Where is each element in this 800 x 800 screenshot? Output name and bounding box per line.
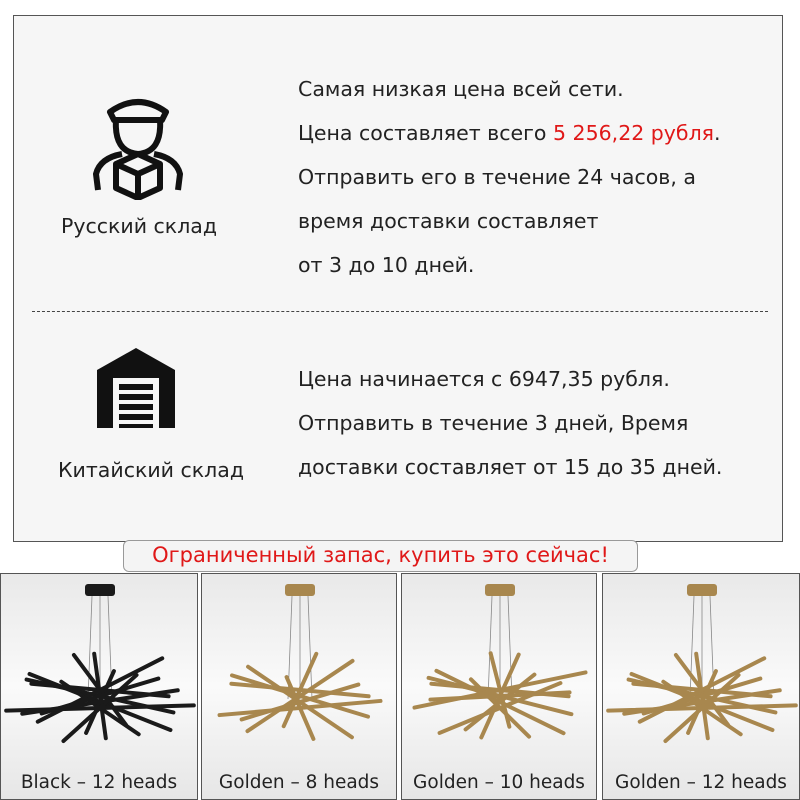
info-line: Отправить его в течение 24 часов, а xyxy=(298,165,696,189)
variant-caption: Golden – 10 heads xyxy=(413,772,585,793)
variant-card[interactable]: Black – 12 heads xyxy=(0,573,198,800)
variant-caption: Black – 12 heads xyxy=(20,772,178,793)
info-line: доставки составляет от 15 до 35 дней. xyxy=(298,455,723,479)
info-line: Отправить в течение 3 дней, Время xyxy=(298,411,689,435)
chandelier-image xyxy=(217,584,383,741)
banner: Ограниченный запас, купить это сейчас! xyxy=(123,540,638,572)
warehouse-icon xyxy=(97,348,175,428)
warehouse-label: Русский склад xyxy=(60,214,218,238)
info-line: Цена начинается с 6947,35 рубля. xyxy=(298,367,670,391)
warehouse-label: Китайский склад xyxy=(57,458,245,482)
variant-card[interactable]: Golden – 12 heads xyxy=(602,573,800,800)
info-line: Цена составляет всего 5 256,22 рубля. xyxy=(298,121,721,145)
chandelier-image xyxy=(412,584,588,740)
info-line: Самая низкая цена всей сети. xyxy=(298,77,624,101)
text: . xyxy=(714,121,721,145)
chandelier-image xyxy=(4,584,196,744)
variant-caption: Golden – 8 heads xyxy=(218,772,380,793)
price: 5 256,22 рубля xyxy=(552,121,715,145)
variant-card[interactable]: Golden – 8 heads xyxy=(201,573,397,800)
delivery-icon xyxy=(93,99,183,200)
info-line: время доставки составляет xyxy=(298,209,599,233)
chandelier-image xyxy=(606,584,798,744)
divider xyxy=(32,311,768,312)
variant-caption: Golden – 12 heads xyxy=(615,772,787,793)
text: Цена составляет всего xyxy=(298,121,553,145)
info-line: от 3 до 10 дней. xyxy=(298,253,475,277)
variant-card[interactable]: Golden – 10 heads xyxy=(401,573,597,800)
